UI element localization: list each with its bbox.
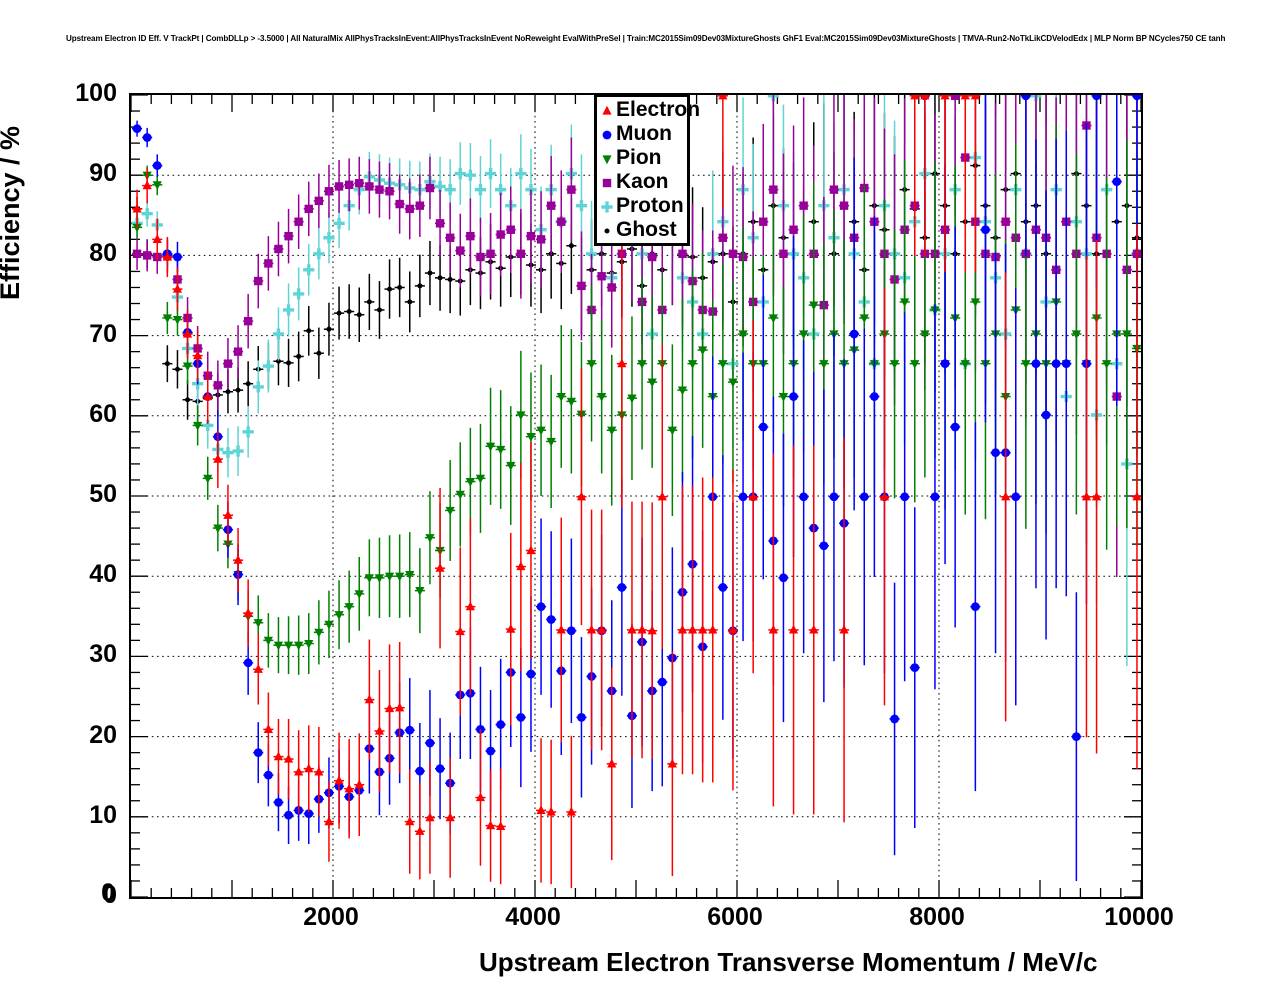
y-tick-label: 60 — [89, 399, 117, 428]
dot-icon — [599, 220, 615, 240]
x-tick-label: 2000 — [303, 903, 359, 931]
plot-title: Upstream Electron ID Eff. V TrackPt | Co… — [66, 34, 1226, 43]
x-tick-label: 8000 — [909, 903, 965, 931]
x-tick-label: 4000 — [505, 903, 561, 931]
data-markers — [131, 95, 1141, 889]
y-tick-label: 90 — [89, 159, 117, 188]
legend-label: Proton — [616, 194, 684, 217]
legend-item-proton[interactable]: Proton — [599, 194, 687, 218]
square-icon — [599, 172, 615, 192]
y-tick-label: 100 — [75, 79, 117, 107]
circle-icon — [599, 124, 615, 144]
triangle-up-icon — [599, 100, 615, 120]
y-tick-label: 40 — [89, 560, 117, 589]
legend-item-ghost[interactable]: Ghost — [599, 218, 687, 242]
x-tick-label: 6000 — [707, 903, 763, 931]
legend-label: Electron — [616, 98, 701, 121]
x-tick-label: 10000 — [1104, 903, 1174, 931]
series-electron — [132, 95, 1141, 889]
legend-item-muon[interactable]: Muon — [599, 122, 687, 146]
series-muon — [132, 95, 1141, 881]
y-tick-label: 20 — [89, 720, 117, 749]
triangle-down-icon — [599, 148, 615, 168]
cross-icon — [599, 196, 615, 216]
legend-label: Kaon — [616, 170, 669, 193]
legend-item-pion[interactable]: Pion — [599, 146, 687, 170]
y-tick-label: 10 — [89, 800, 117, 829]
y-tick-label: 70 — [89, 319, 117, 348]
legend: Electron Muon Pion Kaon Proton Ghost — [594, 94, 700, 246]
legend-item-kaon[interactable]: Kaon — [599, 170, 687, 194]
y-tick-label: 50 — [89, 480, 117, 508]
y-tick-label: 0 — [103, 881, 117, 909]
legend-label: Ghost — [616, 218, 677, 241]
y-axis-label: Efficiency / % — [0, 126, 25, 300]
legend-label: Pion — [616, 146, 662, 169]
x-tick-label: 0 — [101, 879, 115, 907]
x-axis-label: Upstream Electron Transverse Momentum / … — [479, 947, 1098, 977]
legend-item-electron[interactable]: Electron — [599, 98, 700, 122]
legend-label: Muon — [616, 122, 672, 145]
y-tick-label: 80 — [89, 239, 117, 268]
y-tick-label: 30 — [89, 640, 117, 669]
